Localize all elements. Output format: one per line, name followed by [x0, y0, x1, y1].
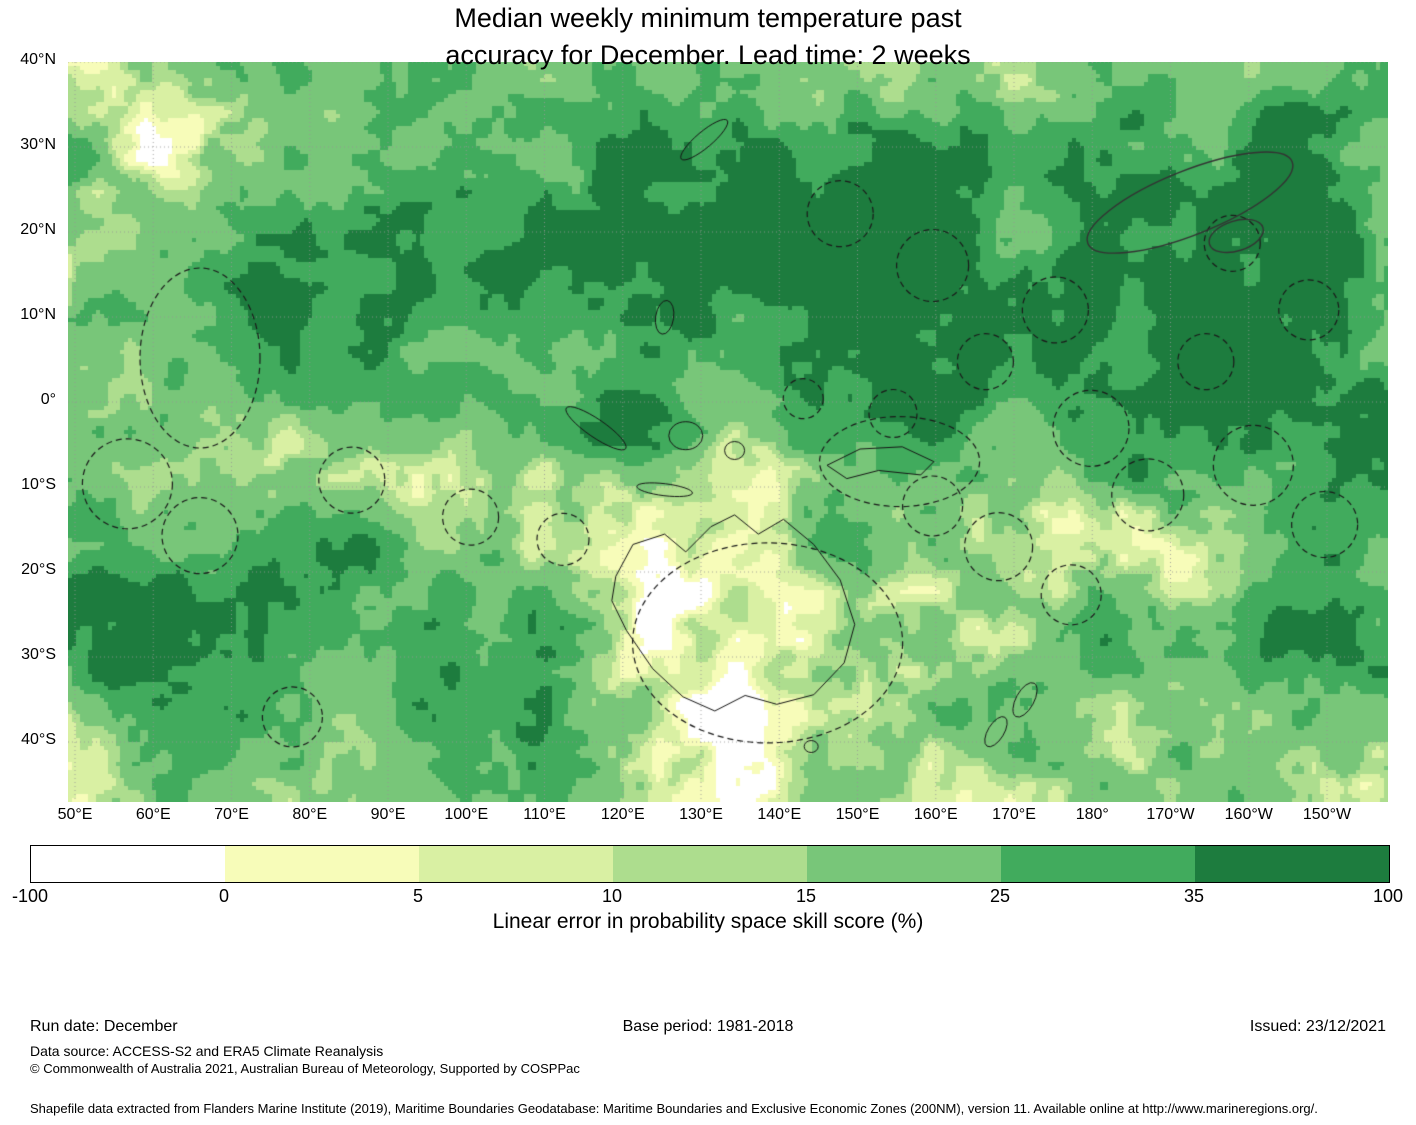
base-period-text: Base period: 1981-2018: [622, 1018, 794, 1035]
figure-title-line1: Median weekly minimum temperature past: [454, 3, 962, 33]
shapefile-note-text: Shapefile data extracted from Flanders M…: [30, 1101, 1318, 1116]
lon-tick-label: 90°E: [370, 806, 406, 823]
colorbar-segment: [419, 846, 613, 882]
lon-tick-label: 160°W: [1224, 806, 1273, 823]
issued-date-text: Issued: 23/12/2021: [1249, 1018, 1386, 1035]
colorbar-tick-label: 100: [1372, 886, 1404, 906]
lat-tick-label: 20°N: [20, 221, 56, 238]
colorbar-segment: [1001, 846, 1195, 882]
colorbar-tick-label: 35: [1183, 886, 1205, 906]
colorbar-segment: [31, 846, 225, 882]
lon-tick-label: 140°E: [757, 806, 802, 823]
lon-tick-label: 170°W: [1146, 806, 1195, 823]
colorbar-tick-label: 15: [795, 886, 817, 906]
lat-tick-label: 10°S: [21, 476, 56, 493]
colorbar-tick-label: -100: [11, 886, 49, 906]
lon-tick-label: 180°: [1075, 806, 1109, 823]
colorbar-tick-label: 10: [601, 886, 623, 906]
lon-tick-label: 50°E: [57, 806, 93, 823]
figure-title-line2: accuracy for December. Lead time: 2 week…: [445, 40, 971, 70]
colorbar-tick-labels: -100 0 5 10 15 25 35 100: [12, 886, 1403, 910]
lon-tick-label: 60°E: [135, 806, 171, 823]
colorbar-tick-label: 0: [218, 886, 229, 906]
run-date-text: Run date: December: [30, 1018, 178, 1035]
lon-tick-label: 110°E: [523, 806, 566, 823]
lon-tick-label: 150°W: [1302, 806, 1352, 823]
map-plot-area: [68, 62, 1388, 802]
colorbar-tick-label: 5: [412, 886, 423, 906]
colorbar-segment: [807, 846, 1001, 882]
data-source-text: Data source: ACCESS-S2 and ERA5 Climate …: [30, 1043, 384, 1059]
lon-tick-label: 160°E: [913, 806, 958, 823]
lat-tick-label: 0°: [40, 391, 56, 408]
colorbar-segment: [225, 846, 419, 882]
lon-tick-label: 150°E: [835, 806, 880, 823]
lon-tick-label: 70°E: [214, 806, 249, 823]
colorbar-segment: [613, 846, 807, 882]
copyright-text: © Commonwealth of Australia 2021, Austra…: [30, 1061, 580, 1076]
skill-score-map-canvas: [68, 62, 1388, 802]
lat-tick-label: 30°N: [20, 136, 56, 153]
longitude-axis: 50°E 60°E 70°E 80°E 90°E 100°E 110°E 120°E 130°E…: [58, 806, 1388, 832]
lat-tick-label: 20°S: [21, 561, 56, 578]
lon-tick-label: 100°E: [444, 806, 489, 823]
figure-title: Median weekly minimum temperature past a…: [0, 0, 1416, 74]
latitude-axis: 40°N 30°N 20°N 10°N 0° 10°S 20°S 30°S 40°S: [0, 51, 62, 802]
lon-tick-label: 170°E: [992, 806, 1036, 823]
lat-tick-label: 40°N: [20, 51, 56, 68]
lon-tick-label: 130°E: [679, 806, 723, 823]
lat-tick-label: 30°S: [21, 646, 56, 663]
colorbar: [30, 845, 1390, 883]
lon-tick-label: 120°E: [600, 806, 645, 823]
colorbar-label: Linear error in probability space skill …: [492, 910, 924, 933]
lat-tick-label: 40°S: [21, 731, 56, 748]
lon-tick-label: 80°E: [292, 806, 328, 823]
lat-tick-label: 10°N: [20, 306, 56, 323]
colorbar-tick-label: 25: [989, 886, 1011, 906]
colorbar-segment: [1195, 846, 1389, 882]
